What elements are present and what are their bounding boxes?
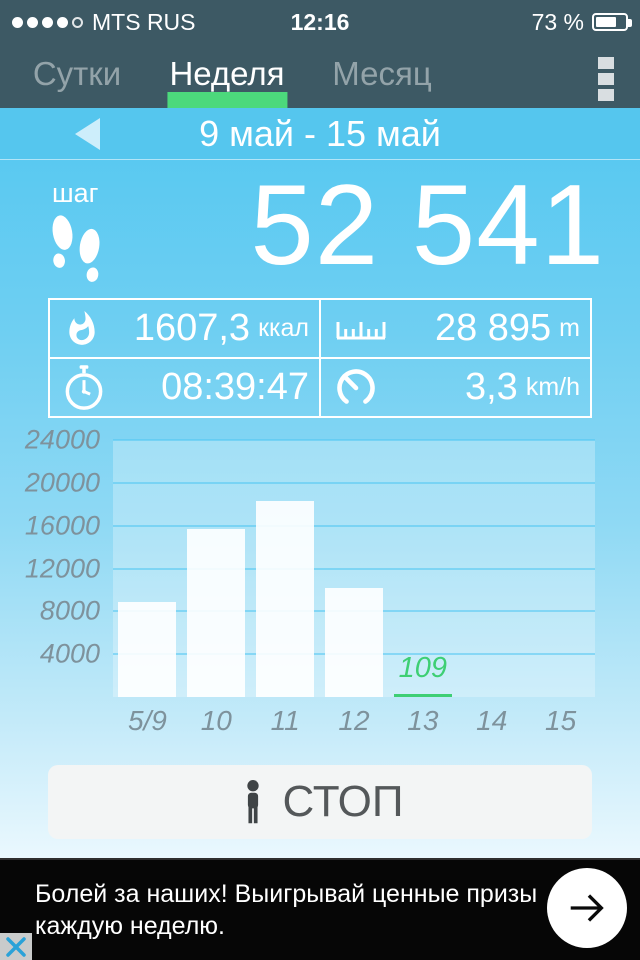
bar-slot-14[interactable] [457,440,526,697]
bar-5/9 [118,601,177,697]
chart-x-axis: 5/9 10 11 12 13 14 15 [113,697,595,745]
selected-day-underline [393,694,452,697]
battery-percent: 73 % [531,8,584,35]
duration-value: 08:39:47 [161,366,309,408]
tab-bar: Сутки Неделя Месяц [0,44,640,108]
gridline [113,567,595,570]
ad-text: Болей за наших! Выигрывай ценные призы к… [35,878,537,942]
calories-value: 1607,3 [133,307,251,349]
speed-unit: km/h [525,373,580,401]
bar-11 [256,501,315,697]
bar-slot-13[interactable]: 109 [388,440,457,697]
tab-month[interactable]: Месяц [332,55,432,92]
bar-slot-15[interactable] [526,440,595,697]
previous-week-button[interactable] [72,117,104,151]
carrier-label: MTS RUS [92,8,196,35]
bar-slot-10[interactable] [182,440,251,697]
flame-icon [63,306,101,352]
steps-unit-label: шаг [52,178,99,208]
stop-button[interactable]: СТОП [48,765,592,839]
calories-unit: ккал [258,314,309,342]
battery-icon [592,13,632,31]
y-axis-tick: 12000 [24,553,100,583]
x-axis-tick: 13 [407,705,439,736]
gridline [113,439,595,441]
tab-week[interactable]: Неделя [166,44,287,108]
steps-summary: шаг 52 541 [0,160,640,288]
weekly-steps-chart: 24000 20000 16000 12000 8000 4000 109 5/9 10 11… [0,425,640,745]
x-axis-tick: 11 [270,705,300,736]
bar-slot-12[interactable] [320,440,389,697]
signal-strength-icon [12,16,83,28]
status-bar: MTS RUS 12:16 73 % [0,0,640,44]
stat-distance: 28 895 m [320,299,591,358]
distance-value: 28 895 [434,307,552,349]
footprints-icon [52,215,100,282]
active-tab-indicator [166,92,287,108]
speed-value: 3,3 [464,366,518,408]
bar-slot-5/9[interactable] [113,440,182,697]
y-axis-tick: 8000 [39,595,100,626]
stat-speed: 3,3 km/h [320,358,591,417]
tab-day[interactable]: Сутки [32,55,122,92]
stats-grid: 1607,3 ккал 28 895 m [48,298,592,418]
ad-banner[interactable]: Болей за наших! Выигрывай ценные призы к… [0,858,640,960]
overflow-menu-icon[interactable] [596,55,616,103]
distance-unit: m [559,314,580,342]
x-axis-tick: 10 [200,705,232,736]
date-navigation: 9 май - 15 май [0,108,640,160]
gridline [113,524,595,527]
person-icon [247,780,260,824]
clock: 12:16 [290,8,350,35]
x-axis-tick: 5/9 [127,705,167,736]
close-icon [6,936,26,957]
stat-duration: 08:39:47 [49,358,320,417]
x-axis-tick: 14 [476,705,508,736]
date-range-title: 9 май - 15 май [199,113,441,154]
y-axis-tick: 4000 [39,638,100,669]
ad-close-button[interactable] [0,933,32,960]
main-content: шаг 52 541 1607,3 ккал [0,160,640,858]
y-axis-tick: 16000 [24,510,100,541]
gridline [113,481,595,484]
bar-12 [325,587,383,697]
ad-open-button[interactable] [547,868,627,948]
chart-y-axis: 24000 20000 16000 12000 8000 4000 [0,425,113,697]
bar-10 [187,528,246,697]
ruler-icon [334,317,388,341]
stop-button-label: СТОП [282,777,404,826]
chart-plot-area: 109 [113,439,595,697]
arrow-right-icon [570,894,604,922]
steps-count: 52 541 [250,162,605,289]
ad-text-line2: каждую неделю. [35,912,226,940]
back-arrow-icon [75,118,100,150]
y-axis-tick: 24000 [24,424,100,455]
x-axis-tick: 12 [338,705,370,736]
stopwatch-icon [63,363,105,413]
tab-week-label: Неделя [169,55,285,92]
speedometer-icon [334,366,378,410]
selected-day-value: 109 [398,652,448,684]
ad-text-line1: Болей за наших! Выигрывай ценные призы [35,880,538,908]
y-axis-tick: 20000 [24,467,100,498]
bar-slot-11[interactable] [251,440,320,697]
stat-calories: 1607,3 ккал [49,299,320,358]
x-axis-tick: 15 [545,705,577,736]
